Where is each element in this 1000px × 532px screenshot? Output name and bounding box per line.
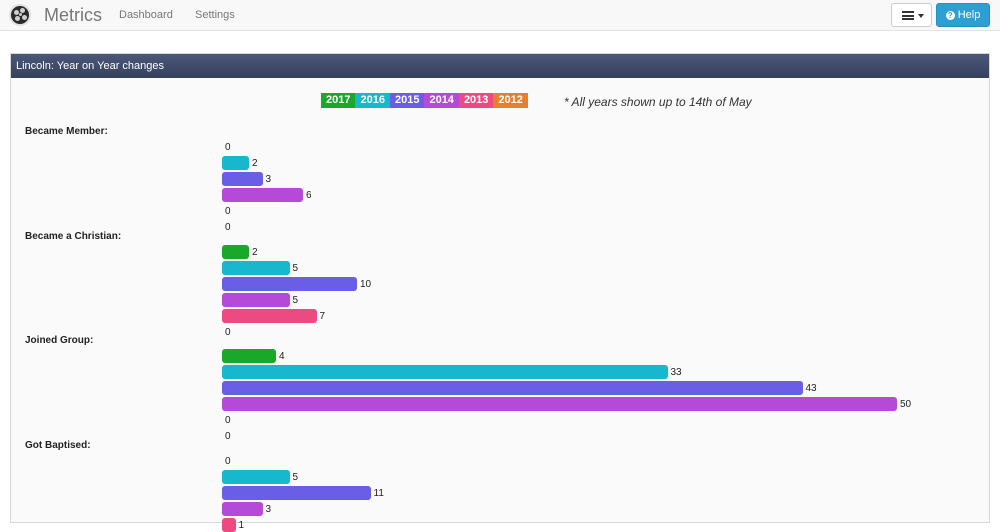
nav-dashboard-link[interactable]: Dashboard (119, 9, 173, 21)
help-button[interactable]: ? Help (936, 3, 990, 27)
bar-2017[interactable] (222, 244, 249, 259)
category-label: Joined Group: (25, 335, 94, 346)
legend-year-2016: 2016 (355, 93, 390, 108)
legend-year-2017: 2017 (321, 93, 356, 108)
bar-2013[interactable] (222, 308, 317, 323)
year-on-year-panel: Lincoln: Year on Year changes (10, 53, 990, 523)
legend-year-2012: 2012 (493, 93, 528, 108)
bar-value-label: 0 (225, 222, 231, 233)
list-icon (902, 11, 914, 20)
legend-year-2015: 2015 (389, 93, 425, 108)
bar-value-label: 2 (252, 158, 258, 169)
bar-value-label: 0 (225, 326, 231, 338)
bar-value-label: 0 (225, 415, 231, 426)
date-range-note: * All years shown up to 14th of May (564, 95, 752, 109)
top-navbar: Metrics Dashboard Settings ? Help (0, 0, 1000, 31)
help-button-label: Help (957, 9, 981, 21)
bar-value-label: 6 (306, 190, 312, 201)
caret-down-icon (918, 14, 924, 18)
bar-2014[interactable] (222, 188, 303, 202)
bar-2015[interactable] (222, 276, 357, 291)
bar-value-label: 2 (252, 246, 258, 258)
bar-value-label: 5 (292, 471, 299, 483)
bar-value-label: 11 (373, 487, 384, 499)
bar-value-label: 0 (225, 206, 231, 217)
app-brand[interactable]: Metrics (44, 5, 102, 25)
list-menu-button[interactable] (891, 3, 932, 27)
app-logo-icon[interactable] (9, 4, 31, 26)
bar-2016[interactable] (222, 469, 290, 484)
panel-title: Lincoln: Year on Year changes (11, 54, 989, 78)
bar-value-label: 0 (225, 431, 231, 442)
bar-value-label: 0 (225, 142, 231, 153)
bar-value-label: 50 (900, 399, 912, 410)
bar-value-label: 5 (292, 262, 299, 274)
bar-value-label: 1 (238, 519, 245, 531)
bar-value-label: 7 (319, 310, 326, 322)
bar-value-label: 5 (292, 294, 299, 306)
bar-2014[interactable] (222, 292, 290, 307)
bar-value-label: 33 (670, 367, 682, 378)
bar-value-label: 3 (265, 503, 272, 515)
bar-2016[interactable] (222, 260, 290, 275)
bar-2014[interactable] (222, 397, 897, 411)
bar-value-label: 43 (805, 383, 817, 394)
bar-value-label: 10 (360, 278, 372, 290)
bar-2015[interactable] (222, 381, 803, 395)
bar-2017[interactable] (222, 349, 276, 363)
bar-2016[interactable] (222, 365, 668, 379)
bar-2015[interactable] (222, 172, 263, 186)
bar-value-label: 0 (225, 455, 231, 467)
category-label: Became a Christian: (25, 230, 122, 242)
bar-value-label: 4 (279, 351, 285, 362)
bar-2015[interactable] (222, 485, 371, 500)
category-label: Got Baptised: (25, 439, 91, 451)
bar-2014[interactable] (222, 501, 263, 516)
bar-value-label: 3 (265, 174, 272, 185)
question-circle-icon: ? (945, 10, 955, 20)
legend-year-2014: 2014 (424, 93, 459, 108)
nav-settings-link[interactable]: Settings (195, 9, 235, 21)
bar-2016[interactable] (222, 156, 249, 170)
legend-year-2013: 2013 (458, 93, 494, 108)
year-legend: 2017 2016 2015 2014 2013 2012 (321, 93, 528, 108)
category-label: Became Member: (25, 126, 108, 137)
